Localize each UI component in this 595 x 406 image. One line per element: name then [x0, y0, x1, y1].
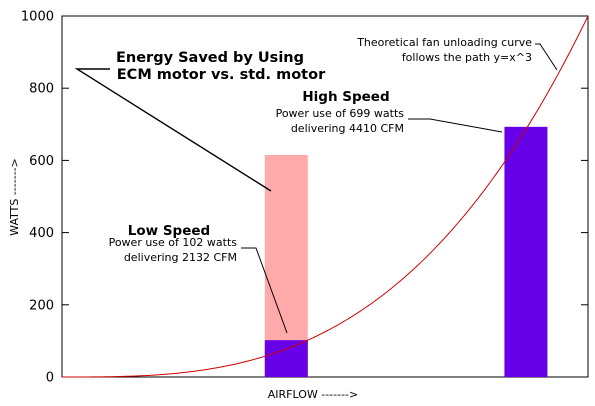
energy-saved-leader: [74, 68, 272, 192]
ecm-motor-bar: [264, 340, 308, 377]
y-axis: 0 200 400 600 800 1000: [21, 10, 588, 386]
y-axis-label: WATTS ------->: [8, 158, 21, 236]
curve-label-line2: follows the path y=x^3: [402, 51, 532, 64]
low-speed-leader: [241, 247, 288, 334]
std-motor-bar: [264, 154, 308, 377]
low-speed-note-line1: Power use of 102 watts: [109, 236, 238, 249]
energy-saved-title-line2: ECM motor vs. std. motor: [117, 67, 326, 83]
ecm-motor-bar: [504, 126, 548, 378]
y-tick-label: 0: [46, 371, 54, 386]
plot-frame: [61, 15, 589, 378]
x-axis-label: AIRFLOW ------->: [268, 388, 359, 401]
y-tick-label: 200: [29, 298, 54, 313]
high-speed-heading: High Speed: [302, 89, 389, 105]
y-tick-label: 600: [29, 154, 54, 169]
curve-label-leader: [535, 43, 558, 71]
fan-curve-line: [62, 15, 589, 378]
low-speed-heading: Low Speed: [128, 223, 210, 239]
low-speed-note-line2: delivering 2132 CFM: [124, 251, 237, 264]
y-tick-label: 800: [29, 82, 54, 97]
energy-saved-title-line1: Energy Saved by Using: [116, 50, 304, 66]
y-tick-label: 1000: [21, 10, 54, 25]
high-speed-note-line1: Power use of 699 watts: [276, 107, 405, 120]
high-speed-leader: [408, 118, 503, 133]
high-speed-note-line2: delivering 4410 CFM: [291, 122, 404, 135]
y-tick-label: 400: [29, 226, 54, 241]
bars: [264, 126, 548, 378]
curve-label-line1: Theoretical fan unloading curve: [356, 36, 532, 49]
